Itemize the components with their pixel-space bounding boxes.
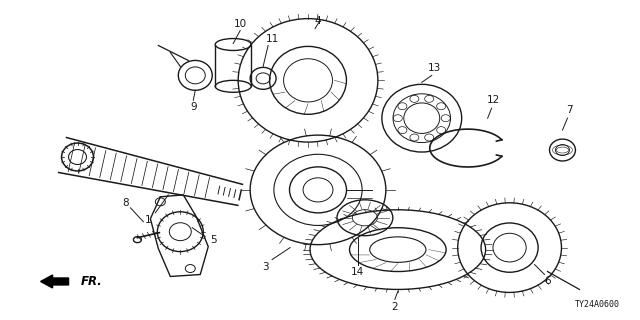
Text: 4: 4 xyxy=(315,16,321,26)
Text: 1: 1 xyxy=(145,215,152,225)
Text: 8: 8 xyxy=(122,198,129,208)
FancyArrow shape xyxy=(40,275,68,288)
Text: FR.: FR. xyxy=(81,275,102,288)
Text: TY24A0600: TY24A0600 xyxy=(574,300,620,309)
Text: 11: 11 xyxy=(266,34,279,44)
Text: 12: 12 xyxy=(487,95,500,105)
Text: 13: 13 xyxy=(428,63,442,73)
Text: 9: 9 xyxy=(190,102,196,112)
Text: 6: 6 xyxy=(544,276,551,286)
Text: 5: 5 xyxy=(210,235,216,245)
Text: 7: 7 xyxy=(566,105,573,115)
Text: 14: 14 xyxy=(351,267,365,276)
Text: 10: 10 xyxy=(234,19,247,28)
Text: 3: 3 xyxy=(262,261,268,272)
Text: 2: 2 xyxy=(392,302,398,312)
